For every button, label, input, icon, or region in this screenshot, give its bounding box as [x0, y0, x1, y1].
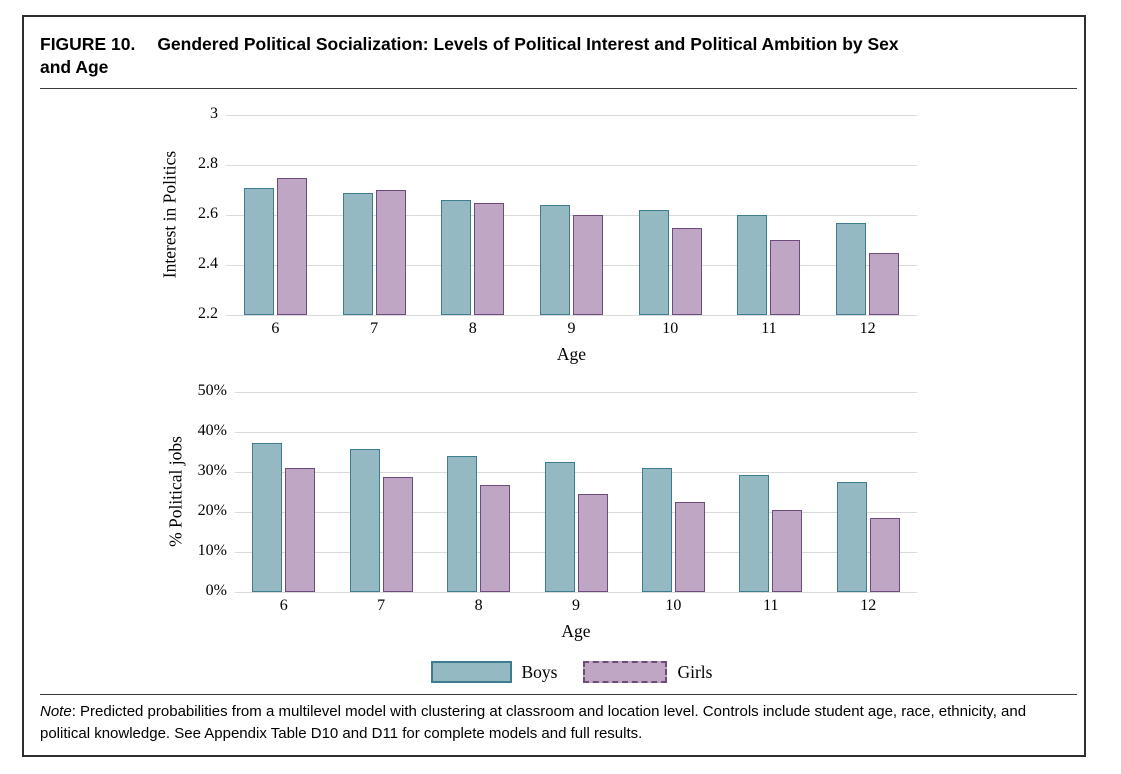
bar-girls-age-6 — [276, 177, 307, 315]
y-tick-label: 2.2 — [198, 305, 218, 322]
bar-girls-age-9 — [577, 494, 608, 592]
gridline — [235, 552, 917, 553]
bar-girls-age-7 — [382, 476, 413, 592]
gridline — [235, 512, 917, 513]
bar-boys-age-8 — [441, 200, 472, 315]
x-tick-label: 12 — [860, 597, 877, 614]
y-axis-title: Interest in Politics — [159, 150, 180, 279]
bar-boys-age-8 — [447, 455, 478, 592]
y-tick-label: 0% — [205, 582, 227, 599]
bar-boys-age-10 — [638, 210, 669, 315]
bar-girls-age-10 — [671, 227, 702, 315]
x-tick-label: 8 — [474, 597, 483, 614]
figure-note: Note: Predicted probabilities from a mul… — [40, 701, 1074, 745]
legend-label-girls: Girls — [677, 661, 713, 682]
bar-girls-age-12 — [869, 518, 900, 592]
bar-girls-age-11 — [770, 240, 801, 315]
figure-title-line1: Gendered Political Socialization: Levels… — [157, 34, 899, 54]
bar-boys-age-11 — [739, 474, 770, 592]
gridline — [226, 315, 917, 316]
figure-number-label: FIGURE 10. — [40, 34, 136, 54]
bar-boys-age-6 — [252, 443, 283, 592]
x-tick-label: 9 — [572, 597, 580, 614]
note-divider — [40, 694, 1077, 695]
x-tick-label: 7 — [377, 597, 386, 614]
y-tick-label: 50% — [197, 382, 227, 399]
title-divider — [40, 88, 1077, 89]
bar-boys-age-7 — [349, 449, 380, 592]
x-axis-title: Age — [561, 621, 591, 641]
y-axis-title: % Political jobs — [165, 436, 186, 547]
y-tick-label: 2.4 — [198, 255, 218, 272]
bar-boys-age-6 — [243, 187, 274, 315]
note-prefix: Note — [40, 703, 72, 720]
legend-swatch-boys — [430, 661, 512, 683]
bar-girls-age-7 — [375, 190, 406, 315]
note-body: : Predicted probabilities from a multile… — [40, 703, 1027, 742]
x-tick-label: 12 — [859, 320, 876, 337]
gridline — [235, 392, 917, 393]
x-tick-label: 6 — [271, 320, 280, 337]
x-tick-label: 10 — [665, 597, 682, 614]
y-tick-label: 2.8 — [198, 155, 218, 172]
y-tick-label: 3 — [210, 105, 218, 122]
bar-girls-age-9 — [573, 215, 603, 315]
x-tick-label: 10 — [662, 320, 679, 337]
gridline — [226, 215, 917, 216]
bar-girls-age-8 — [474, 202, 505, 315]
figure-title: FIGURE 10. Gendered Political Socializati… — [40, 33, 1080, 79]
bar-girls-age-6 — [285, 468, 316, 592]
x-tick-label: 9 — [567, 320, 576, 337]
bar-boys-age-9 — [540, 205, 570, 315]
bar-boys-age-12 — [836, 222, 867, 315]
gridline — [235, 472, 917, 473]
bar-girls-age-11 — [772, 510, 803, 592]
chart-legend: Boys Girls — [226, 660, 917, 684]
bar-boys-age-9 — [544, 462, 575, 592]
x-tick-label: 6 — [279, 597, 288, 614]
x-tick-label: 8 — [468, 320, 477, 337]
bar-boys-age-12 — [836, 481, 867, 592]
gridline — [226, 265, 917, 266]
gridline — [235, 432, 917, 433]
bar-boys-age-10 — [641, 468, 672, 592]
bar-girls-age-10 — [674, 502, 705, 592]
x-axis-title: Age — [556, 344, 587, 364]
y-tick-label: 40% — [197, 422, 227, 439]
bar-boys-age-11 — [737, 215, 768, 315]
y-tick-label: 2.6 — [198, 205, 218, 222]
bar-girls-age-12 — [869, 252, 900, 315]
y-tick-label: 30% — [197, 462, 227, 479]
figure-box: FIGURE 10. Gendered Political Socializati… — [22, 15, 1086, 757]
gridline — [226, 165, 917, 166]
x-tick-label: 11 — [763, 597, 779, 614]
legend-label-boys: Boys — [521, 661, 558, 682]
y-tick-label: 20% — [197, 502, 227, 519]
x-tick-label: 11 — [761, 320, 777, 337]
x-tick-label: 7 — [370, 320, 379, 337]
gridline — [226, 115, 917, 116]
figure-title-line2: and Age — [40, 57, 109, 77]
y-tick-label: 10% — [197, 542, 227, 559]
bar-boys-age-7 — [342, 192, 373, 315]
bar-girls-age-8 — [480, 485, 511, 592]
legend-swatch-girls — [583, 661, 668, 683]
gridline — [235, 592, 917, 593]
